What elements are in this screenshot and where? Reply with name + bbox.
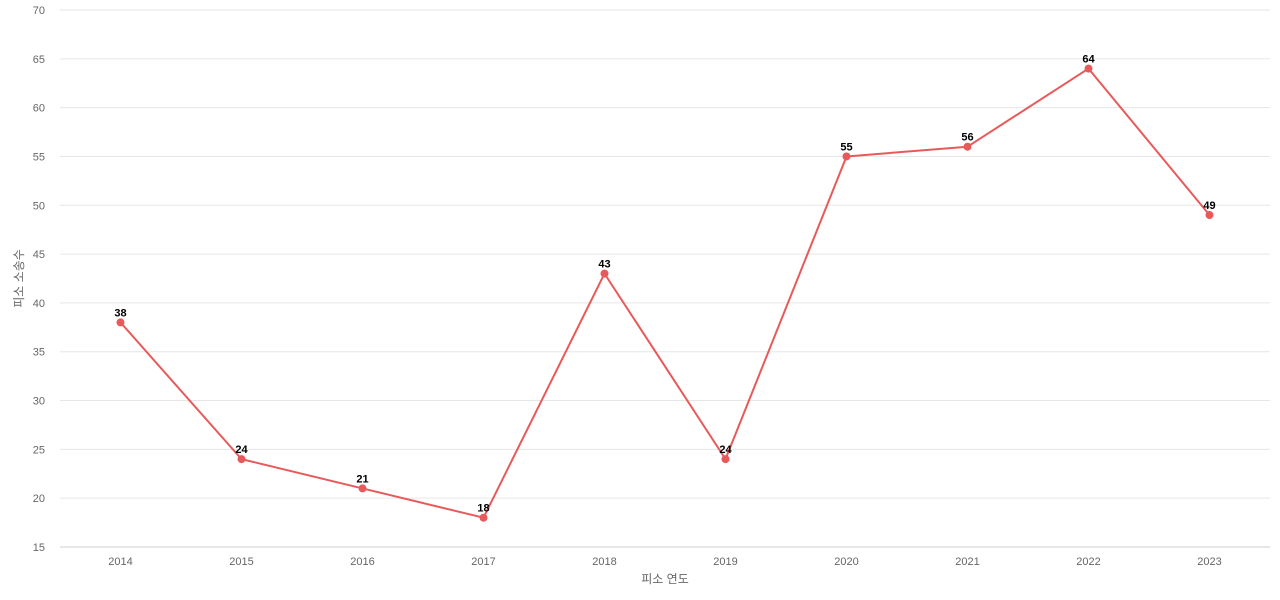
y-axis-title: 피소 소송수: [12, 249, 26, 308]
data-label: 24: [235, 444, 248, 456]
x-tick-label: 2014: [108, 556, 132, 568]
y-tick-label: 65: [33, 54, 45, 66]
y-tick-label: 50: [33, 200, 45, 212]
y-tick-label: 45: [33, 249, 45, 261]
data-point: [237, 455, 246, 464]
data-label: 21: [356, 473, 368, 485]
y-tick-label: 30: [33, 396, 45, 408]
x-tick-label: 2018: [592, 556, 616, 568]
data-point: [600, 269, 609, 278]
y-tick-label: 25: [33, 444, 45, 456]
data-label: 38: [114, 307, 126, 319]
data-point: [479, 513, 488, 522]
data-point: [1205, 211, 1214, 220]
y-tick-label: 20: [33, 493, 45, 505]
x-tick-label: 2022: [1076, 556, 1100, 568]
y-tick-label: 70: [33, 5, 45, 17]
y-tick-label: 35: [33, 347, 45, 359]
x-tick-label: 2015: [229, 556, 253, 568]
data-label: 43: [598, 259, 610, 271]
series-group: [116, 64, 1214, 522]
y-tick-label: 40: [33, 298, 45, 310]
data-point: [963, 142, 972, 151]
y-tick-label: 15: [33, 542, 45, 554]
y-tick-label: 55: [33, 151, 45, 163]
data-point: [1084, 64, 1093, 73]
data-label: 56: [961, 132, 973, 144]
data-label: 18: [477, 503, 489, 515]
data-labels: 38 24 21 18 43 24 55 56 64 49: [114, 54, 1215, 515]
grid-lines: [60, 9, 1270, 499]
x-axis-ticks: 2014 2015 2016 2017 2018 2019 2020 2021 2022 2023: [108, 556, 1221, 568]
data-label: 24: [719, 444, 732, 456]
data-point: [358, 484, 367, 493]
x-tick-label: 2017: [471, 556, 495, 568]
x-axis-title: 피소 연도: [641, 572, 689, 586]
x-tick-label: 2021: [955, 556, 979, 568]
data-point: [116, 318, 125, 327]
x-tick-label: 2020: [834, 556, 858, 568]
x-tick-label: 2019: [713, 556, 737, 568]
data-point: [721, 455, 730, 464]
x-tick-label: 2016: [350, 556, 374, 568]
data-point: [842, 152, 851, 161]
y-axis-ticks: 15 20 25 30 35 40 45 50 55 60 65 70: [33, 5, 45, 554]
data-label: 55: [840, 141, 852, 153]
data-label: 64: [1082, 54, 1095, 66]
series-line: [119, 67, 1211, 519]
x-tick-label: 2023: [1197, 556, 1221, 568]
data-label: 49: [1203, 200, 1215, 212]
y-tick-label: 60: [33, 103, 45, 115]
